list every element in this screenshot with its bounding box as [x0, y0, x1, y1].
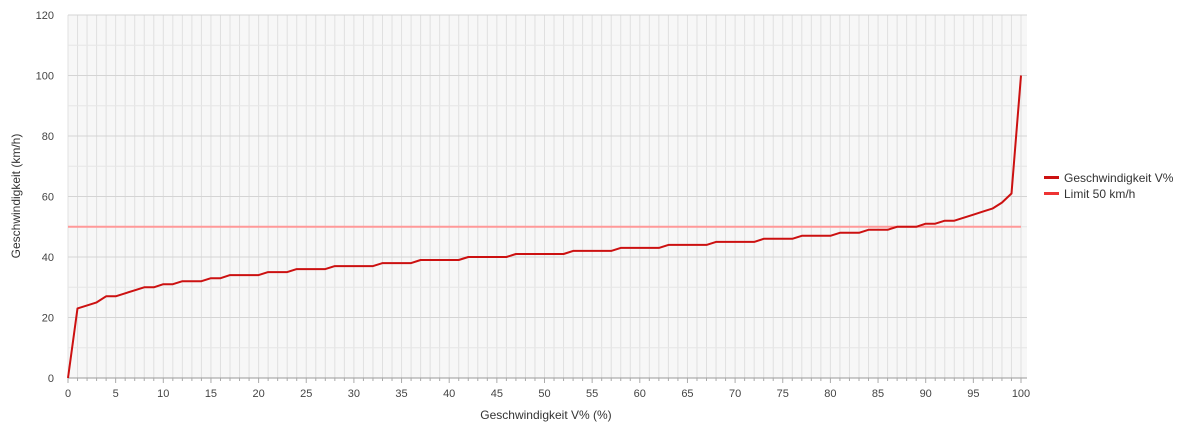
tick-labels: 0 5 10 15 20 25 30 35 40 45 50 55 60 65 70 75 80 85 90 95 10…	[36, 10, 1031, 400]
x-tick-label: 80	[824, 388, 836, 400]
y-tick-label: 60	[42, 192, 54, 204]
x-tick-label: 95	[967, 388, 979, 400]
x-tick-label: 5	[113, 388, 119, 400]
legend-swatch-series-2[interactable]	[1044, 192, 1059, 195]
x-tick-label: 10	[157, 388, 169, 400]
x-tick-label: 15	[205, 388, 217, 400]
x-tick-label: 60	[634, 388, 646, 400]
x-tick-label: 35	[395, 388, 407, 400]
x-tick-label: 45	[491, 388, 503, 400]
x-tick-label: 100	[1012, 388, 1030, 400]
series-line-geschwindigkeit[interactable]	[67, 75, 1022, 379]
y-tick-label: 80	[42, 131, 54, 143]
y-tick-label: 40	[42, 252, 54, 264]
x-tick-label: 0	[65, 388, 71, 400]
x-tick-label: 90	[920, 388, 932, 400]
x-tick-label: 65	[681, 388, 693, 400]
axes	[67, 377, 1027, 383]
legend-label-series-2[interactable]: Limit 50 km/h	[1064, 187, 1135, 201]
x-tick-label: 70	[729, 388, 741, 400]
series-lines	[67, 75, 1022, 379]
y-axis-title: Geschwindigkeit (km/h)	[9, 134, 23, 259]
y-tick-label: 120	[36, 10, 54, 22]
x-tick-label: 75	[777, 388, 789, 400]
x-tick-label: 25	[300, 388, 312, 400]
legend: Geschwindigkeit V% Limit 50 km/h	[1044, 171, 1174, 201]
y-tick-label: 20	[42, 313, 54, 325]
legend-label-series-1[interactable]: Geschwindigkeit V%	[1064, 171, 1174, 185]
x-tick-label: 40	[443, 388, 455, 400]
x-tick-label: 20	[252, 388, 264, 400]
legend-swatch-series-1[interactable]	[1044, 176, 1059, 179]
y-tick-label: 0	[48, 373, 54, 385]
y-tick-label: 100	[36, 71, 54, 83]
x-axis-title: Geschwindigkeit V% (%)	[480, 408, 611, 422]
x-tick-label: 30	[348, 388, 360, 400]
x-tick-label: 85	[872, 388, 884, 400]
x-tick-label: 50	[538, 388, 550, 400]
x-tick-label: 55	[586, 388, 598, 400]
